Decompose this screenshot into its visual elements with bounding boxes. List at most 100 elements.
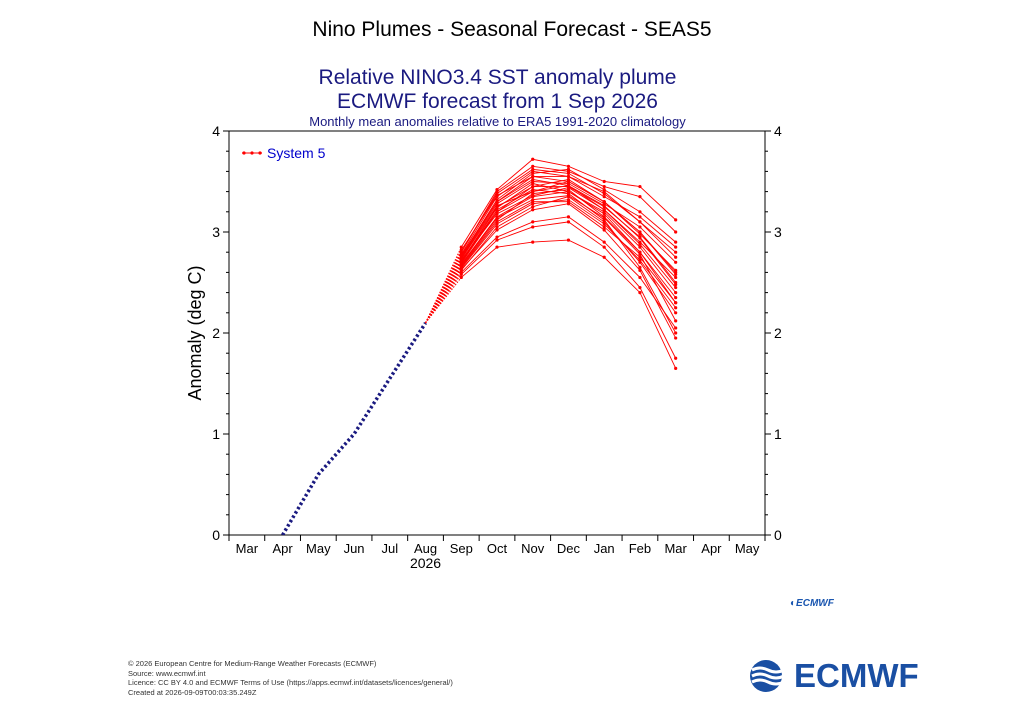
forecast-point (495, 228, 499, 232)
forecast-point (566, 174, 571, 179)
forecast-point (459, 272, 463, 277)
legend-marker (258, 151, 262, 155)
forecast-point (674, 319, 678, 323)
forecast-point (566, 183, 571, 188)
main-title: Nino Plumes - Seasonal Forecast - SEAS5 (312, 18, 712, 41)
forecast-point (674, 245, 678, 249)
forecast-point (495, 245, 499, 249)
footer-copyright: © 2026 European Centre for Medium-Range … (128, 659, 377, 668)
forecast-point (459, 257, 463, 261)
x-tick-label: Mar (236, 541, 259, 556)
forecast-point (638, 195, 642, 199)
forecast-point (531, 181, 535, 186)
x-tick-label: May (306, 541, 331, 556)
forecast-point (638, 285, 642, 290)
x-tick-label: Apr (701, 541, 722, 556)
forecast-point (674, 291, 678, 295)
small-logo-icon: ◐ (790, 598, 797, 609)
forecast-point (566, 167, 571, 171)
forecast-point (602, 245, 606, 249)
y-tick-label-left: 1 (212, 426, 220, 442)
legend-label: System 5 (267, 145, 326, 161)
forecast-point (674, 240, 678, 244)
forecast-point (674, 218, 678, 222)
year-label: 2026 (410, 555, 441, 571)
x-tick-label: Jan (594, 541, 615, 556)
forecast-point (495, 238, 499, 242)
legend-marker (250, 151, 254, 155)
forecast-point (566, 215, 571, 219)
forecast-point (638, 265, 642, 269)
plot-caption: Monthly mean anomalies relative to ERA5 … (309, 114, 686, 129)
y-tick-label-right: 2 (774, 325, 782, 341)
forecast-point (531, 184, 535, 189)
forecast-point (638, 275, 642, 280)
forecast-point (459, 248, 463, 252)
forecast-point (566, 220, 571, 224)
x-tick-label: Dec (557, 541, 581, 556)
y-tick-label-right: 1 (774, 426, 782, 442)
forecast-point (674, 250, 678, 254)
forecast-point (674, 311, 678, 315)
forecast-point (674, 306, 678, 310)
forecast-point (566, 190, 571, 194)
forecast-point (531, 202, 535, 206)
x-tick-label: Feb (629, 541, 651, 556)
forecast-point (638, 225, 642, 229)
forecast-point (674, 285, 678, 290)
x-tick-label: Oct (487, 541, 508, 556)
forecast-point (531, 208, 535, 212)
forecast-point (638, 258, 642, 262)
forecast-point (602, 222, 606, 226)
forecast-point (566, 238, 571, 242)
observed-series (281, 321, 428, 535)
forecast-point (674, 260, 678, 264)
x-tick-label: Sep (450, 541, 473, 556)
x-tick-label: Nov (521, 541, 545, 556)
forecast-point (495, 194, 499, 198)
forecast-point (459, 267, 463, 271)
forecast-connector (425, 261, 462, 324)
forecast-point (674, 275, 678, 280)
x-tick-label: Apr (272, 541, 293, 556)
forecast-point (638, 230, 642, 234)
y-tick-label-right: 0 (774, 527, 782, 543)
forecast-connector (425, 249, 462, 324)
forecast-point (602, 187, 606, 192)
plot-subtitle: ECMWF forecast from 1 Sep 2026 (337, 90, 658, 113)
x-tick-label: Jun (344, 541, 365, 556)
y-tick-label-left: 4 (212, 123, 220, 139)
forecast-point (602, 208, 606, 212)
forecast-point (674, 282, 678, 287)
forecast-point (531, 190, 535, 194)
chart-legend: System 5 (242, 145, 326, 161)
chart-axes: 0 0 1 1 2 2 3 3 4 4 Mar Apr May Jun Jul Aug Sep Oct Nov Dec… (185, 123, 782, 571)
forecast-member-line (460, 239, 677, 369)
forecast-point (638, 220, 642, 224)
forecast-point (602, 216, 606, 220)
forecast-point (566, 194, 571, 198)
footer-licence: Licence: CC BY 4.0 and ECMWF Terms of Us… (128, 678, 453, 687)
forecast-point (674, 326, 678, 330)
forecast-point (602, 195, 606, 199)
forecast-point (459, 253, 463, 257)
forecast-point (674, 255, 678, 259)
forecast-point (531, 157, 535, 161)
forecast-point (531, 198, 535, 202)
x-tick-label: Mar (664, 541, 687, 556)
forecast-connector (425, 253, 462, 324)
forecast-point (495, 187, 499, 192)
y-tick-label-left: 0 (212, 527, 220, 543)
y-tick-label-left: 3 (212, 224, 220, 240)
forecast-point (638, 236, 642, 240)
forecast-point (602, 184, 606, 189)
forecast-point (674, 366, 678, 370)
forecast-point (531, 220, 535, 224)
forecast-point (674, 301, 678, 305)
forecast-connector (425, 262, 462, 324)
forecast-point (638, 245, 642, 249)
y-axis-label: Anomaly (deg C) (185, 265, 205, 400)
forecast-connector (425, 246, 462, 324)
forecast-point (674, 336, 678, 340)
small-ecmwf-logo: ◐ECMWF (790, 598, 834, 609)
